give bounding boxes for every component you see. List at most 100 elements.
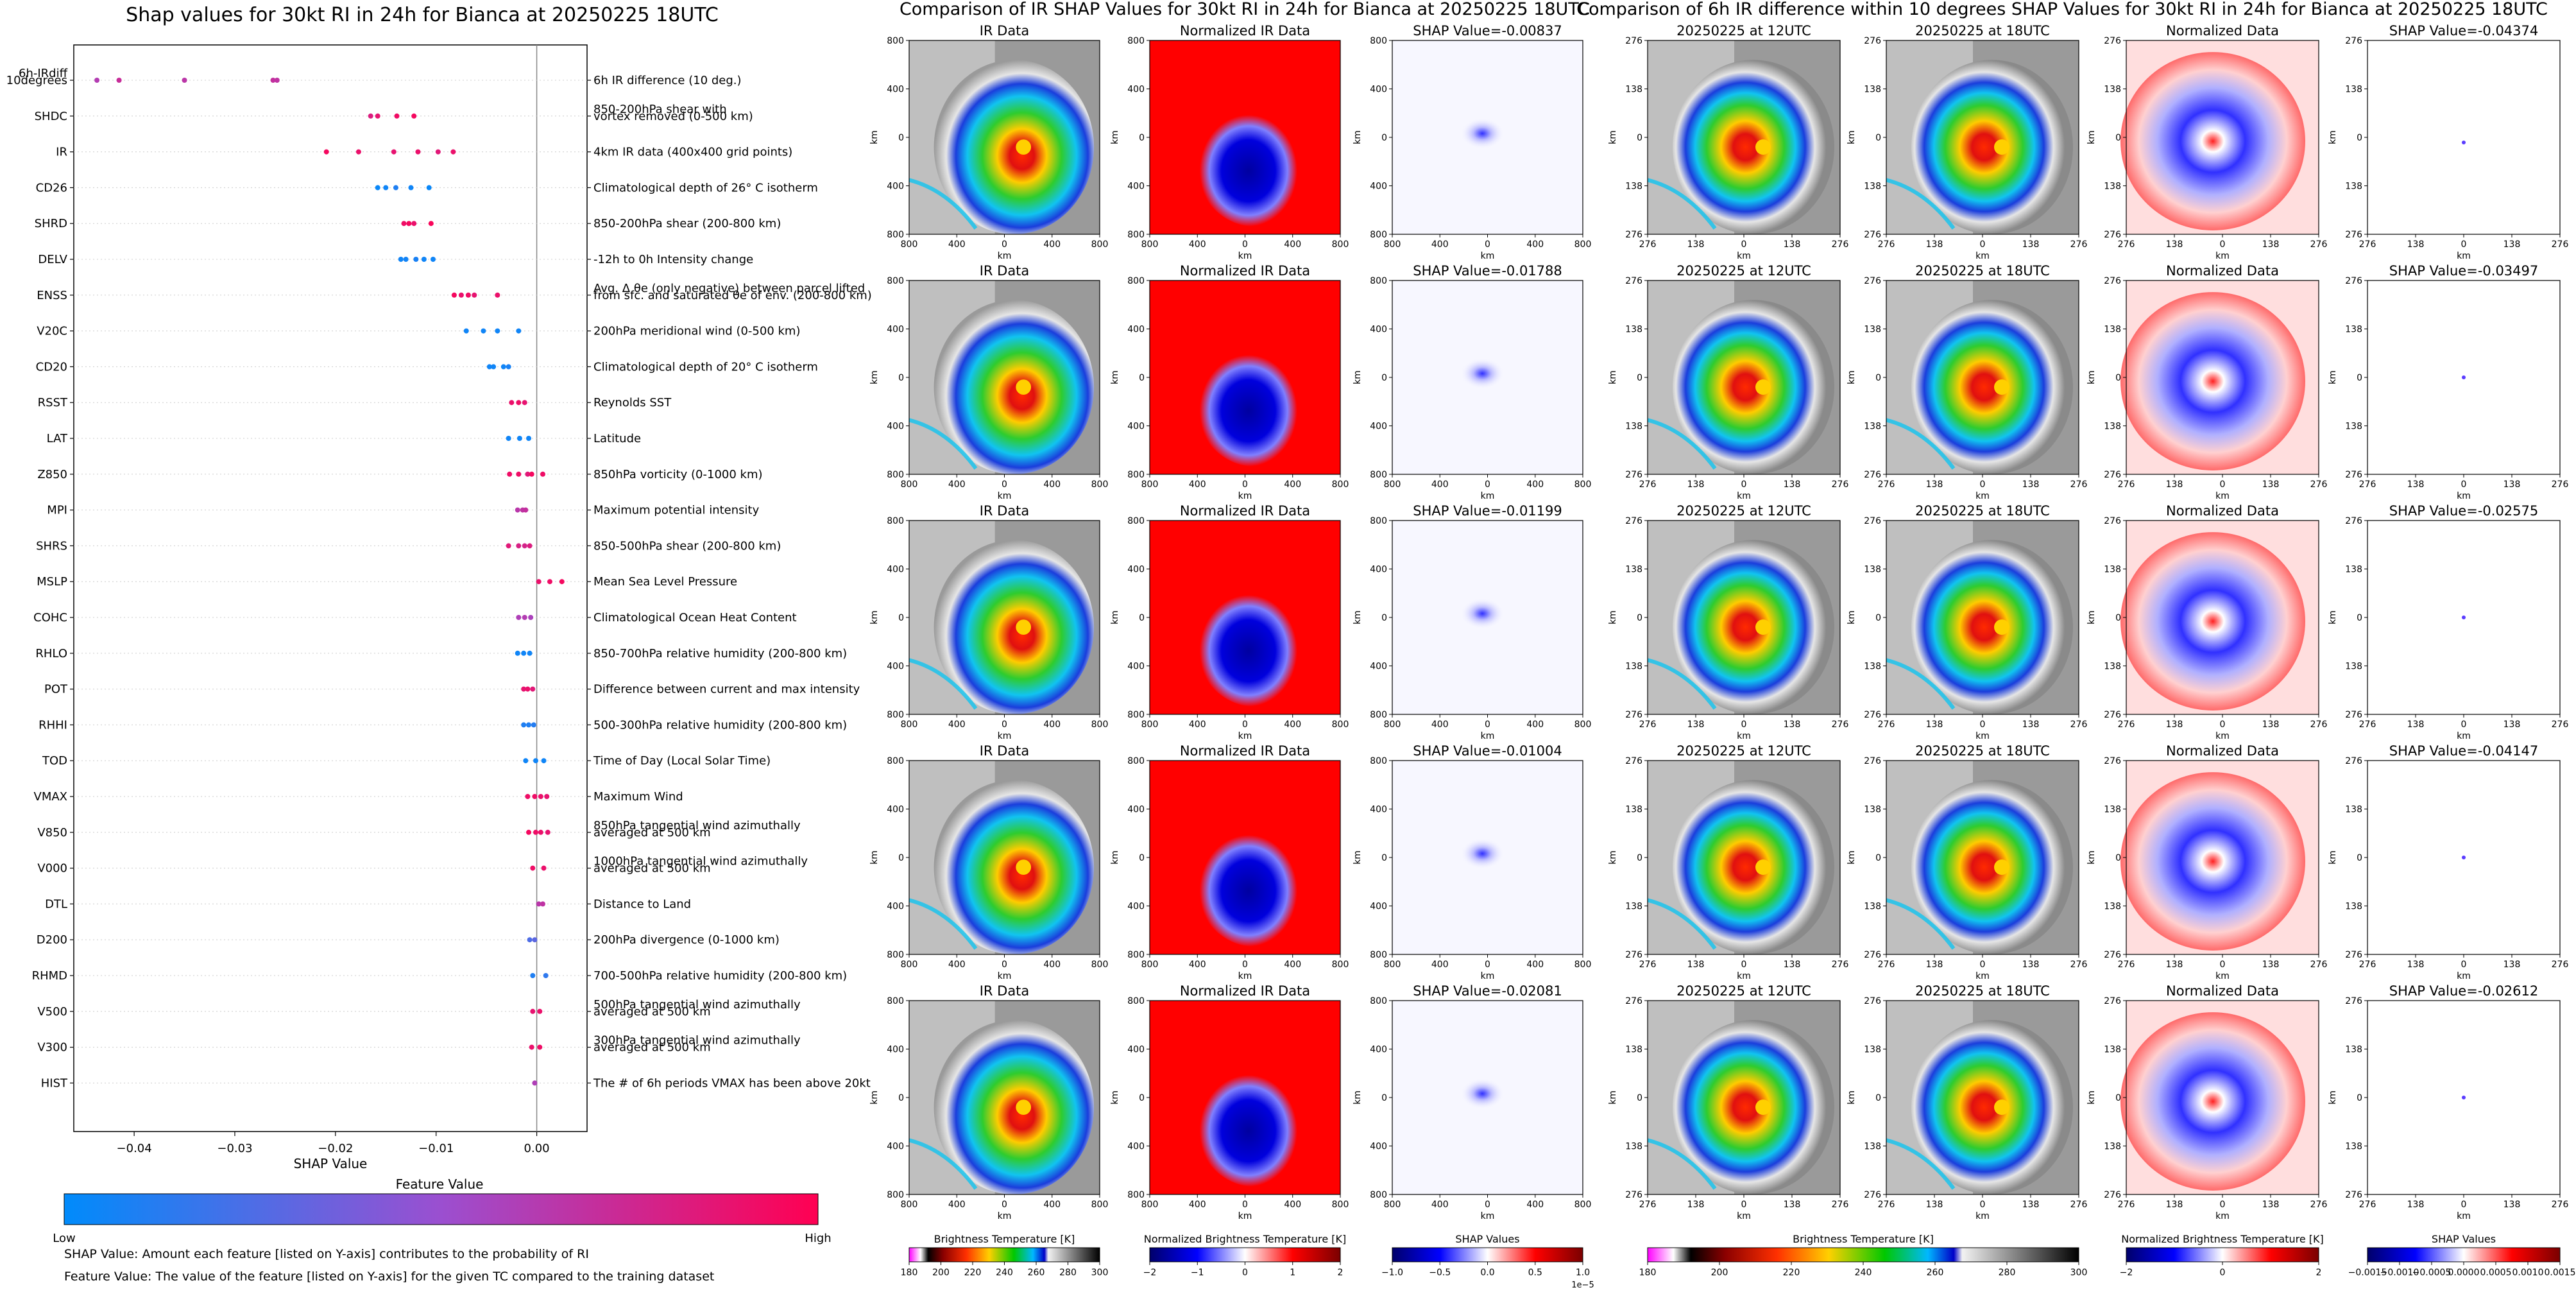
panel-title: Normalized IR Data (1180, 983, 1310, 999)
feature-code-label-line: POT (44, 683, 68, 696)
ir-rainband (1886, 898, 1956, 950)
feature-code-label-line: DELV (38, 253, 67, 266)
x-tick-label: 276 (1832, 719, 1849, 730)
feature-code-label-line: MPI (47, 504, 67, 517)
x-tick-label: 0 (1002, 960, 1007, 970)
feature-desc-label-line: 850hPa tangential wind azimuthally (593, 819, 801, 832)
x-axis-label: km (2457, 251, 2471, 261)
panel-title: 20250225 at 12UTC (1676, 23, 1811, 39)
y-tick-label: 138 (2104, 422, 2121, 432)
feature-code-label-line: TOD (42, 754, 67, 768)
x-tick-label: 276 (2118, 239, 2135, 250)
y-tick-label: 400 (1127, 422, 1145, 432)
feature-code-label: DELV (38, 253, 67, 266)
shap-point (516, 615, 522, 620)
feature-code-label-line: V000 (37, 862, 67, 875)
x-tick-label: 0 (1002, 719, 1007, 730)
feature-desc-label-line: Climatological depth of 26° C isotherm (593, 181, 818, 194)
feature-code-label-line: RHHI (38, 718, 67, 732)
shap-point (413, 257, 419, 262)
feature-code-label: V20C (37, 325, 67, 338)
shap-point (401, 221, 407, 227)
x-tick-label: 0 (1002, 1200, 1007, 1210)
panel-title: SHAP Value=-0.02081 (1413, 983, 1562, 999)
panel-title: Normalized IR Data (1180, 743, 1310, 759)
y-tick-label: 400 (1370, 902, 1387, 912)
x-tick-label: 276 (1639, 239, 1657, 250)
y-tick-label: 276 (1625, 36, 1642, 46)
x-tick-label: 0 (2220, 719, 2226, 730)
x-axis-label: km (1238, 731, 1252, 741)
x-tick-label: 138 (1687, 239, 1705, 250)
colorbar-title: Feature Value (396, 1176, 484, 1192)
y-tick-label: 800 (887, 710, 904, 720)
y-tick-label: 138 (2345, 1045, 2362, 1055)
diff-ir-colorbar-tick-label: 200 (1711, 1268, 1728, 1278)
y-tick-label: 276 (2345, 276, 2362, 286)
shap-point (375, 113, 380, 119)
x-tick-label: 276 (2118, 1200, 2135, 1210)
y-axis-label: km (1352, 1090, 1363, 1105)
ir-colorbar-label: Brightness Temperature [K] (934, 1233, 1075, 1245)
x-tick-label: 400 (1189, 960, 1206, 970)
shap-point (528, 615, 534, 620)
shap-point (515, 650, 520, 656)
feature-desc-label: 300hPa tangential wind azimuthally averag… (593, 1034, 801, 1055)
y-tick-label: 138 (1864, 805, 1881, 815)
y-tick-label: 400 (1370, 805, 1387, 815)
shap-point (530, 1008, 536, 1014)
feature-desc-label: 200hPa meridional wind (0-500 km) (593, 325, 800, 338)
ir-rainband (1886, 658, 1956, 710)
y-tick-label: 138 (2104, 325, 2121, 335)
feature-desc-label: 1000hPa tangential wind azimuthally avera… (593, 855, 808, 875)
feature-code-label: RHHI (38, 718, 67, 732)
feature-code-label: VMAX (34, 790, 68, 804)
norm-diff-field (2120, 532, 2305, 711)
x-tick-label: 276 (2359, 719, 2376, 730)
shap-point (458, 292, 464, 298)
x-axis-label: km (998, 491, 1012, 501)
y-tick-label: 138 (1864, 182, 1881, 192)
feature-desc-label-line: 6h IR difference (10 deg.) (593, 74, 742, 87)
ir-eye (1016, 1099, 1032, 1115)
shap-point (522, 400, 527, 406)
feature-code-label: DTL (45, 897, 67, 911)
x-tick-label: 800 (1574, 1200, 1592, 1210)
shap-point (523, 507, 529, 513)
feature-desc-label: Maximum Wind (593, 790, 683, 804)
panel-title: IR Data (980, 983, 1030, 999)
feature-code-label-line: MSLP (37, 575, 67, 589)
y-tick-label: 800 (1127, 516, 1145, 526)
x-tick-label: 0 (1741, 1200, 1747, 1210)
shap-diff-feature (2462, 141, 2466, 144)
x-tick-label: 138 (2407, 719, 2425, 730)
y-tick-label: 0 (1637, 853, 1642, 863)
x-tick-label: 138 (2503, 719, 2521, 730)
feature-desc-label-line: averaged at 500 km (593, 862, 711, 875)
shap-point (509, 400, 515, 406)
colorbar-low-label: Low (53, 1232, 75, 1245)
feature-code-label-line: RHLO (35, 647, 67, 660)
ir-rainband (1647, 898, 1717, 950)
shap-point (472, 292, 477, 298)
x-tick-label: 400 (1526, 479, 1544, 490)
ir-rainband (908, 898, 978, 950)
feature-desc-label-line: 200hPa meridional wind (0-500 km) (593, 325, 800, 338)
x-tick-label: 276 (2070, 1200, 2088, 1210)
feature-desc-label: 850-200hPa shear (200-800 km) (593, 217, 781, 230)
x-tick-label: 276 (2118, 719, 2135, 730)
x-tick-label: 138 (1926, 960, 1943, 970)
y-tick-label: 400 (1370, 565, 1387, 575)
feature-code-label-line: RHMD (32, 969, 67, 983)
feature-code-label: CD20 (36, 360, 67, 374)
x-axis-label: km (1481, 731, 1495, 741)
y-tick-label: 400 (1370, 182, 1387, 192)
ir-rainband (1647, 658, 1717, 710)
x-tick-label: 0 (1980, 479, 1986, 490)
x-tick-label: 800 (1332, 1200, 1349, 1210)
x-tick-label: 138 (1687, 960, 1705, 970)
feature-desc-label: Difference between current and max inten… (593, 683, 860, 696)
feature-desc-label-line: Climatological depth of 20° C isotherm (593, 360, 818, 374)
y-tick-label: 276 (2345, 470, 2362, 480)
x-tick-label: 400 (1284, 1200, 1301, 1210)
